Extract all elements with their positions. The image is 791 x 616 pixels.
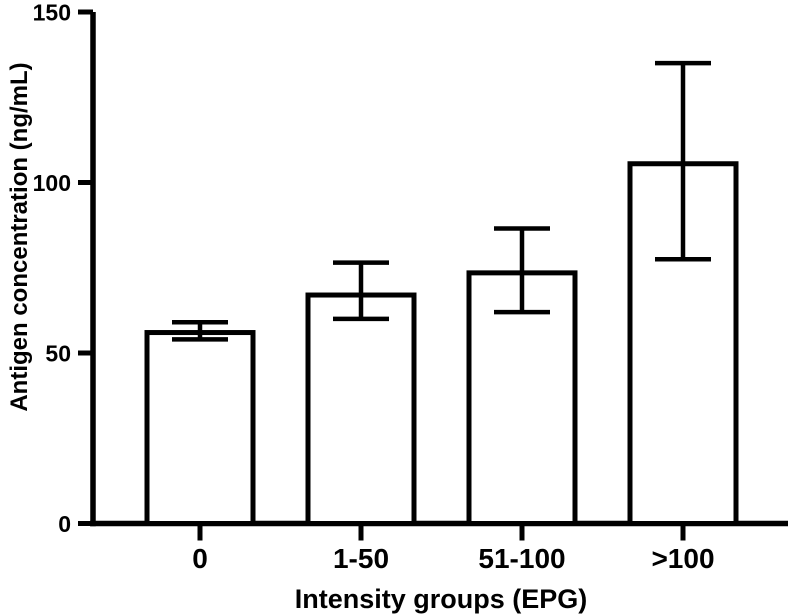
y-tick-label: 50 [45, 341, 71, 367]
x-axis-title: Intensity groups (EPG) [295, 584, 588, 614]
y-tick-label: 0 [58, 511, 71, 537]
bar [144, 330, 256, 527]
x-tick-label: 51-100 [478, 543, 565, 574]
plot-area: 0 50 100 150 0 1-50 51-100 >100 [33, 0, 788, 574]
y-axis-title: Antigen concentration (ng/mL) [6, 62, 33, 411]
x-tick-label: 1-50 [333, 543, 389, 574]
x-tick-label: >100 [651, 543, 714, 574]
x-tick-label: 0 [192, 543, 208, 574]
y-tick-label: 100 [33, 170, 71, 196]
bar [305, 292, 417, 526]
y-tick-label: 150 [33, 0, 71, 26]
